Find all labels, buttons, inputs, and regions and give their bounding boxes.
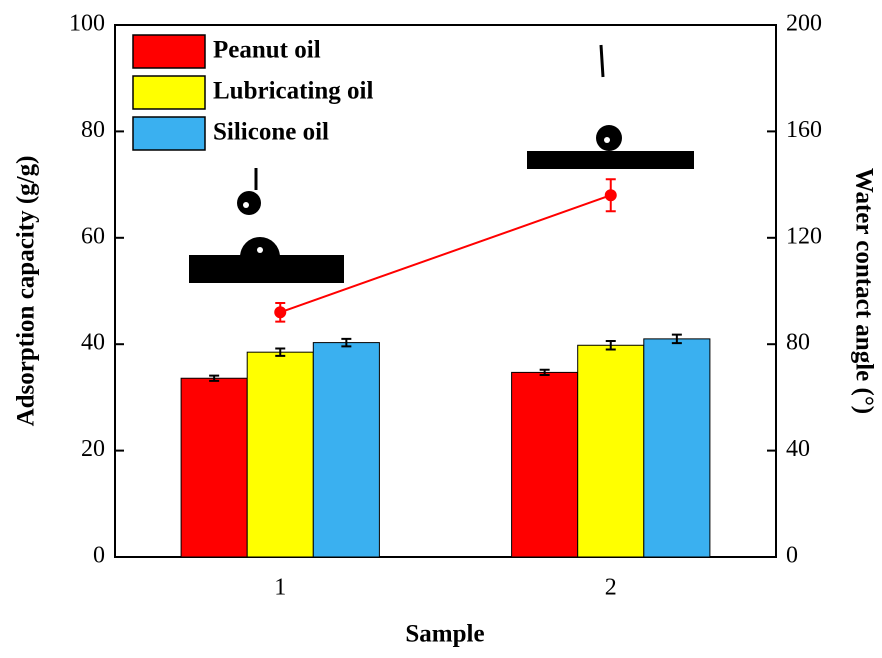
y-tick-label: 100 [69,11,105,37]
bar [512,372,578,557]
y-tick-label: 20 [81,436,105,462]
y2-tick-label: 80 [786,330,810,356]
bar [181,378,247,557]
legend-label: Silicone oil [213,119,329,146]
y-axis-label: Adsorption capacity (g/g) [13,156,40,427]
y2-tick-label: 200 [786,11,822,37]
bar [313,343,379,557]
line [280,195,611,312]
y-tick-label: 60 [81,223,105,249]
y2-tick-label: 160 [786,117,822,143]
legend-swatch [133,35,205,68]
x-axis-label: Sample [405,621,484,648]
y-tick-label: 0 [93,543,105,569]
y2-axis-label: Water contact angle (°) [850,168,877,414]
bar [644,339,710,557]
droplet-image-1 [189,168,344,283]
legend-label: Lubricating oil [213,78,373,105]
bar [247,352,313,557]
page: Sample Adsorption capacity (g/g) Water c… [0,0,882,658]
y2-tick-label: 120 [786,223,822,249]
legend-swatch [133,117,205,150]
x-tick-label: 1 [274,575,286,601]
bar [578,345,644,557]
point [274,306,286,318]
droplet-image-2 [527,45,694,169]
legend-label: Peanut oil [213,37,321,64]
y2-tick-label: 0 [786,543,798,569]
legend-swatch [133,76,205,109]
x-tick-label: 2 [605,575,617,601]
y-tick-label: 80 [81,117,105,143]
chart: Sample Adsorption capacity (g/g) Water c… [0,0,882,658]
y2-tick-label: 40 [786,436,810,462]
point [605,189,617,201]
y-tick-label: 40 [81,330,105,356]
